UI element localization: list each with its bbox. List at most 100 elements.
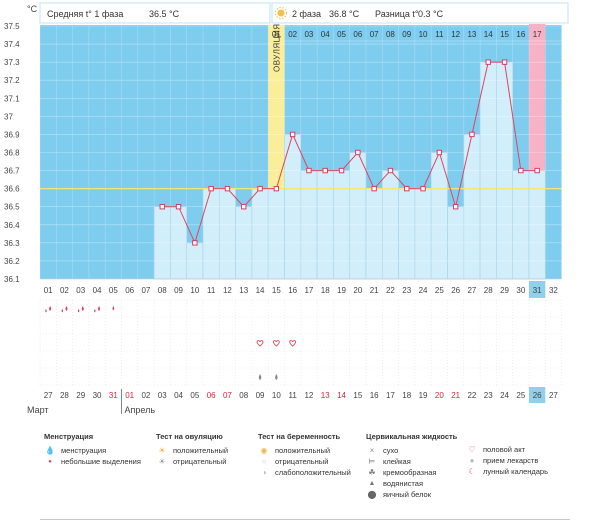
date-label: 12 [304, 391, 313, 400]
sun-negative-icon: ☀ [158, 456, 166, 466]
legend-ovulation-test: Тест на овуляцию ☀ положительный ☀ отриц… [156, 432, 228, 467]
cycle-day-label: 06 [125, 286, 134, 295]
legend-item: ☘ кремообразная [366, 467, 457, 478]
top-day-label: 15 [500, 30, 509, 39]
cycle-day-label: 03 [76, 286, 85, 295]
heart-icon [256, 340, 264, 347]
temperature-point [436, 149, 443, 156]
phase2-label: 2 фаза [292, 9, 321, 19]
blood-drops-icon [94, 306, 101, 313]
cycle-day-label: 16 [288, 286, 297, 295]
legend-item-label: прием лекарств [483, 456, 539, 465]
ovulation-label: ОВУЛЯЦИЯ [272, 23, 281, 72]
cycle-day-label: 11 [207, 286, 216, 295]
y-tick-label: 37 [4, 112, 13, 121]
cycle-day-label: 14 [256, 286, 265, 295]
top-day-label: 02 [288, 30, 297, 39]
header-phase1-box [39, 2, 271, 24]
watery-icon [258, 374, 262, 380]
cycle-day-label: 19 [337, 286, 346, 295]
temperature-point [224, 185, 231, 192]
date-label: 27 [44, 391, 53, 400]
sun-icon [275, 7, 287, 19]
header-phase2-box [271, 2, 569, 24]
blood-drop-small-icon: ● [48, 458, 52, 465]
legend-item-label: менструация [61, 446, 107, 455]
legend-pregnancy-title: Тест на беременность [258, 432, 341, 441]
month-label: Март [27, 405, 49, 415]
legend-item-label: сухо [383, 446, 399, 455]
temperature-bar [202, 188, 220, 280]
y-tick-label: 36.9 [4, 130, 20, 139]
cycle-day-label: 27 [467, 286, 476, 295]
date-label: 03 [158, 391, 167, 400]
cycle-day-label: 15 [272, 286, 281, 295]
date-label: 15 [353, 391, 362, 400]
date-label: 04 [174, 391, 183, 400]
date-label: 14 [337, 391, 346, 400]
cycle-day-label: 31 [533, 286, 542, 295]
temperature-point [518, 167, 524, 174]
top-day-label: 12 [451, 30, 460, 39]
legend-item: ◑ слабоположительный [258, 467, 351, 478]
diff-value: 0.3 °C [418, 9, 444, 19]
creamy-icon: ☘ [368, 467, 376, 477]
blood-drops-icon: 💧 [45, 445, 55, 455]
temperature-point [534, 167, 540, 174]
legend-item-label: лунный календарь [483, 467, 549, 476]
temperature-point [485, 59, 491, 65]
bottom-divider [40, 519, 570, 520]
temperature-point [452, 204, 459, 210]
legend-item-label: кремообразная [383, 468, 437, 477]
temperature-point [371, 185, 377, 192]
blood-drops-icon [77, 306, 84, 313]
top-day-label: 01 [272, 30, 281, 39]
legend-item-label: положительный [173, 446, 229, 455]
y-tick-label: 36.7 [4, 167, 20, 176]
temperature-point [387, 167, 394, 174]
date-label: 30 [93, 391, 102, 400]
legend-item: ⬤ яичный белок [366, 489, 457, 500]
legend-item-label: отрицательный [173, 457, 227, 466]
cycle-day-label: 25 [435, 286, 444, 295]
legend-ovulation-title: Тест на овуляцию [156, 432, 223, 441]
sun-positive-icon: ☀ [158, 445, 166, 455]
y-tick-label: 36.6 [4, 185, 20, 194]
temperature-point [257, 185, 263, 192]
legend-item: ▲ водянистая [366, 478, 457, 489]
temperature-bar [414, 188, 432, 280]
today-header-cell [529, 24, 546, 41]
date-label: 28 [60, 391, 69, 400]
egg-white-icon: ⬤ [367, 489, 377, 499]
date-label: 21 [451, 391, 460, 400]
top-day-label: 03 [304, 30, 313, 39]
legend-item: ☀ положительный [156, 445, 228, 456]
date-label: 01 [125, 391, 134, 400]
legend-cervical-fluid: Цервикальная жидкость × сухо ⊨ клейкая ☘… [366, 432, 457, 500]
date-label: 11 [288, 391, 297, 400]
cycle-day-label: 04 [93, 286, 102, 295]
month-label: Апрель [125, 405, 156, 415]
today-day-tile [529, 281, 546, 298]
cycle-day-label: 13 [239, 286, 248, 295]
blood-drops-icon [45, 306, 52, 313]
legend-menstruation-title: Менструация [44, 432, 94, 441]
date-label: 22 [467, 391, 476, 400]
legend-item: ● прием лекарств [466, 455, 548, 466]
legend-item: ● небольшие выделения [44, 456, 141, 467]
y-tick-label: 37.2 [4, 76, 20, 85]
diff-label: Разница t° [375, 9, 419, 19]
cycle-day-label: 01 [44, 286, 53, 295]
sticky-icon: ⊨ [368, 456, 376, 466]
legend-item: ◉ положительный [258, 445, 351, 456]
date-label: 27 [549, 391, 558, 400]
legend-item-label: положительный [275, 446, 331, 455]
legend-other: ♡ половой акт ● прием лекарств ☾ лунный … [466, 444, 548, 477]
legend-item: ☾ лунный календарь [466, 466, 548, 477]
y-tick-label: 37.1 [4, 94, 20, 103]
temperature-point [241, 204, 247, 210]
cycle-day-label: 09 [174, 286, 183, 295]
date-label: 16 [370, 391, 379, 400]
cycle-day-label: 24 [419, 286, 428, 295]
